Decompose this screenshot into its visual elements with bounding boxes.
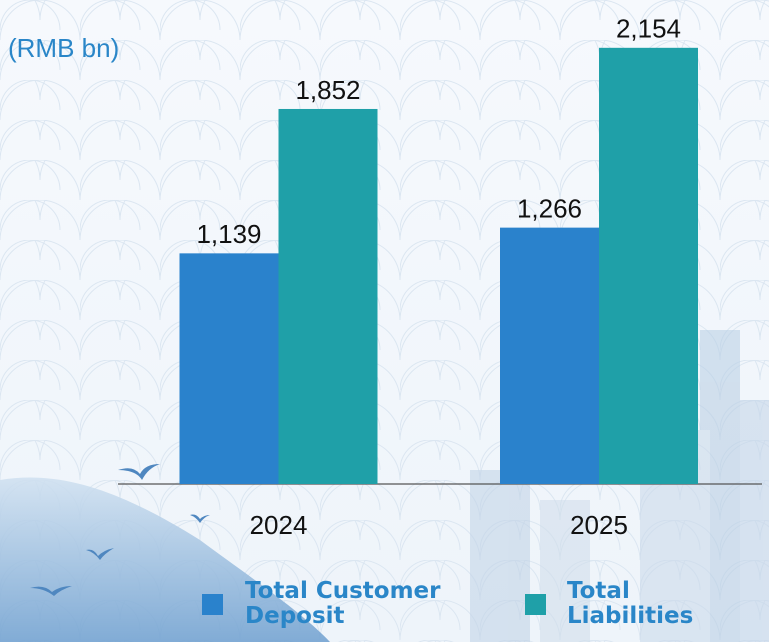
value-label: 1,139 bbox=[196, 219, 261, 249]
value-label: 2,154 bbox=[616, 14, 681, 44]
bar bbox=[500, 227, 599, 484]
bar bbox=[179, 253, 279, 484]
bar bbox=[599, 47, 698, 484]
value-label: 1,852 bbox=[295, 75, 360, 105]
legend-swatch bbox=[202, 594, 223, 615]
x-tick-label: 2024 bbox=[250, 510, 308, 540]
legend-label: Total Liabilities bbox=[567, 578, 694, 629]
value-label: 1,266 bbox=[517, 194, 582, 224]
unit-label: (RMB bn) bbox=[8, 33, 119, 63]
hill bbox=[0, 477, 330, 642]
bar bbox=[278, 108, 378, 484]
legend-label: Total Customer Deposit bbox=[245, 578, 441, 629]
x-tick-label: 2025 bbox=[570, 510, 628, 540]
birds bbox=[30, 464, 210, 596]
legend-swatch bbox=[525, 594, 546, 615]
buildings bbox=[470, 330, 769, 642]
